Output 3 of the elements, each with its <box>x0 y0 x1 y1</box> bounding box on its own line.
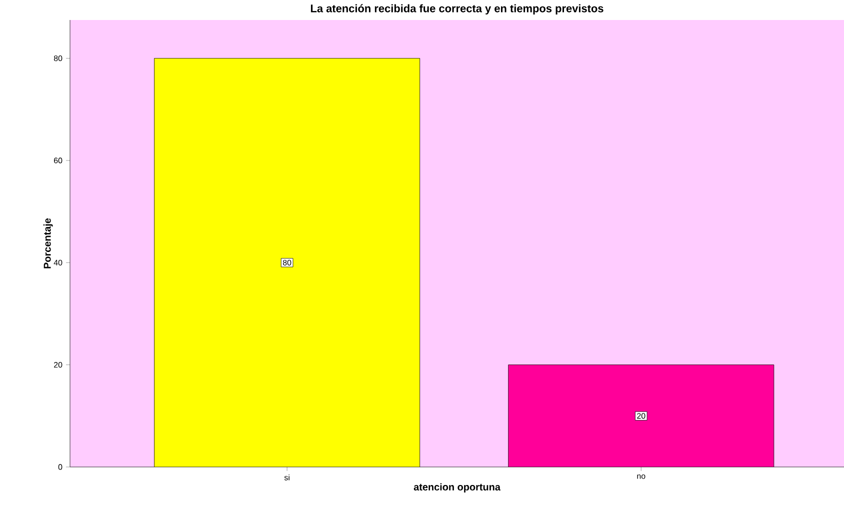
chart-title: La atención recibida fue correcta y en tiempos previstos <box>310 4 604 14</box>
y-axis-title: Porcentaje <box>43 218 53 268</box>
x-axis-title: atencion oportuna <box>414 483 501 492</box>
